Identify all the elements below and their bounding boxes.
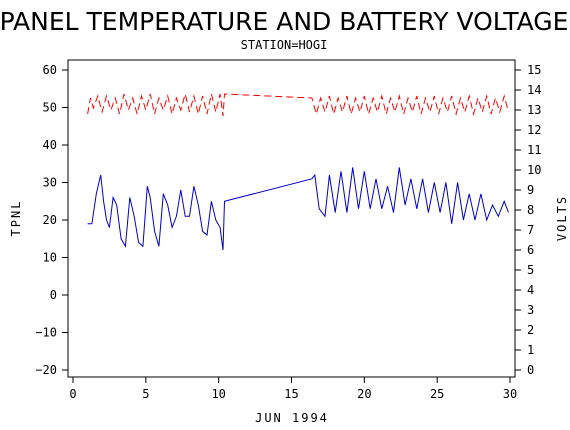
chart-subtitle: STATION=HOGI — [241, 38, 328, 52]
x-tick-label: 30 — [503, 387, 517, 401]
left-y-tick-label: 40 — [43, 138, 57, 152]
right-y-tick-label: 5 — [527, 263, 534, 277]
right-y-tick-label: 15 — [527, 63, 541, 77]
right-y-tick-label: 8 — [527, 203, 534, 217]
right-y-tick-label: 3 — [527, 303, 534, 317]
series-layer — [87, 93, 509, 251]
x-tick-label: 5 — [142, 387, 149, 401]
x-tick-label: 15 — [284, 387, 298, 401]
x-tick-label: 25 — [430, 387, 444, 401]
left-y-tick-label: −10 — [35, 326, 57, 340]
left-y-axis-title: TPNL — [9, 200, 23, 237]
x-tick-label: 0 — [69, 387, 76, 401]
right-y-tick-label: 1 — [527, 343, 534, 357]
x-axis-ticks: 0 5 10 15 20 25 30 — [69, 377, 517, 401]
right-y-tick-label: 0 — [527, 363, 534, 377]
left-y-tick-label: 50 — [43, 101, 57, 115]
panel-temperature-line — [87, 167, 509, 251]
right-y-tick-label: 13 — [527, 103, 541, 117]
left-y-tick-label: 60 — [43, 63, 57, 77]
left-y-tick-label: 0 — [50, 288, 57, 302]
left-y-tick-label: −20 — [35, 363, 57, 377]
left-y-tick-label: 10 — [43, 251, 57, 265]
right-y-tick-label: 12 — [527, 123, 541, 137]
chart-title: PANEL TEMPERATURE AND BATTERY VOLTAGE — [0, 7, 568, 36]
left-y-tick-label: 20 — [43, 213, 57, 227]
left-y-tick-label: 30 — [43, 176, 57, 190]
right-y-tick-label: 4 — [527, 283, 534, 297]
left-y-axis-ticks: −20 −10 0 10 20 30 40 50 60 — [35, 63, 68, 377]
battery-voltage-line — [87, 93, 509, 117]
right-y-tick-label: 14 — [527, 83, 541, 97]
x-tick-label: 20 — [357, 387, 371, 401]
x-axis-title: JUN 1994 — [255, 411, 329, 425]
right-y-tick-label: 10 — [527, 163, 541, 177]
right-y-tick-label: 6 — [527, 243, 534, 257]
x-tick-label: 10 — [211, 387, 225, 401]
right-y-tick-label: 11 — [527, 143, 541, 157]
right-y-axis-title: VOLTS — [555, 195, 569, 241]
right-y-tick-label: 2 — [527, 323, 534, 337]
right-y-tick-label: 9 — [527, 183, 534, 197]
right-y-tick-label: 7 — [527, 223, 534, 237]
